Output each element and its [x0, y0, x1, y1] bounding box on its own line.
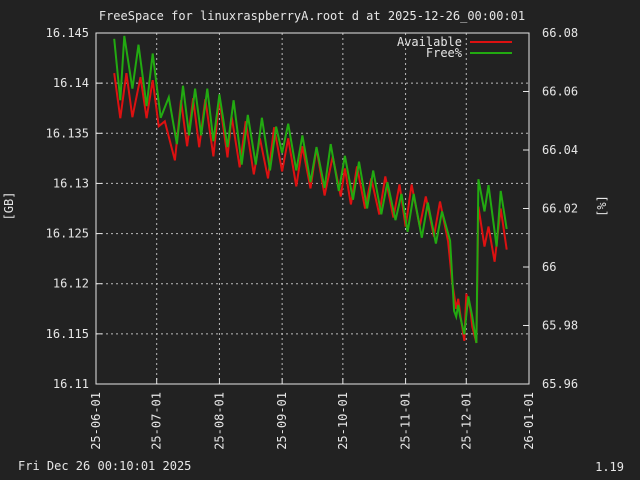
y-tick-label: 16.135	[46, 126, 89, 140]
y-axis-label: [GB]	[2, 192, 16, 221]
y-tick-label: 16.14	[53, 76, 89, 90]
y2-tick-label: 66.02	[542, 202, 578, 216]
x-tick-label: 25-12-01	[459, 392, 473, 450]
y-tick-label: 16.115	[46, 327, 89, 341]
y-tick-label: 16.125	[46, 227, 89, 241]
x-tick-label: 25-09-01	[275, 392, 289, 450]
y-tick-label: 16.13	[53, 176, 89, 190]
y-tick-label: 16.145	[46, 26, 89, 40]
y2-tick-label: 66	[542, 260, 556, 274]
series-line-available	[113, 72, 508, 344]
series-lines	[113, 35, 508, 344]
y2-tick-label: 65.96	[542, 377, 578, 391]
x-tick-label: 25-08-01	[212, 392, 226, 450]
grid	[96, 33, 529, 384]
chart-title: FreeSpace for linuxraspberryA.root d at …	[99, 9, 525, 23]
x-tick-label: 25-07-01	[150, 392, 164, 450]
y2-tick-label: 66.08	[542, 26, 578, 40]
y2-tick-label: 66.06	[542, 85, 578, 99]
x-tick-label: 25-10-01	[336, 392, 350, 450]
y-tick-label: 16.12	[53, 277, 89, 291]
footer-timestamp: Fri Dec 26 00:10:01 2025	[18, 459, 191, 473]
y2-tick-label: 66.04	[542, 143, 578, 157]
ticks: 16.11 16.115 16.12 16.125 16.13 16.135 16.14 16…	[46, 26, 578, 450]
x-tick-label: 26-01-01	[522, 392, 536, 450]
footer-version: 1.19	[595, 460, 624, 474]
y2-tick-label: 65.98	[542, 319, 578, 333]
y-tick-label: 16.11	[53, 377, 89, 391]
legend-label: Available	[397, 35, 462, 49]
legend-label: Free%	[426, 46, 463, 60]
series-line-free	[113, 35, 508, 344]
y2-axis-label: [%]	[595, 195, 609, 217]
x-tick-label: 25-11-01	[399, 392, 413, 450]
x-tick-label: 25-06-01	[89, 392, 103, 450]
